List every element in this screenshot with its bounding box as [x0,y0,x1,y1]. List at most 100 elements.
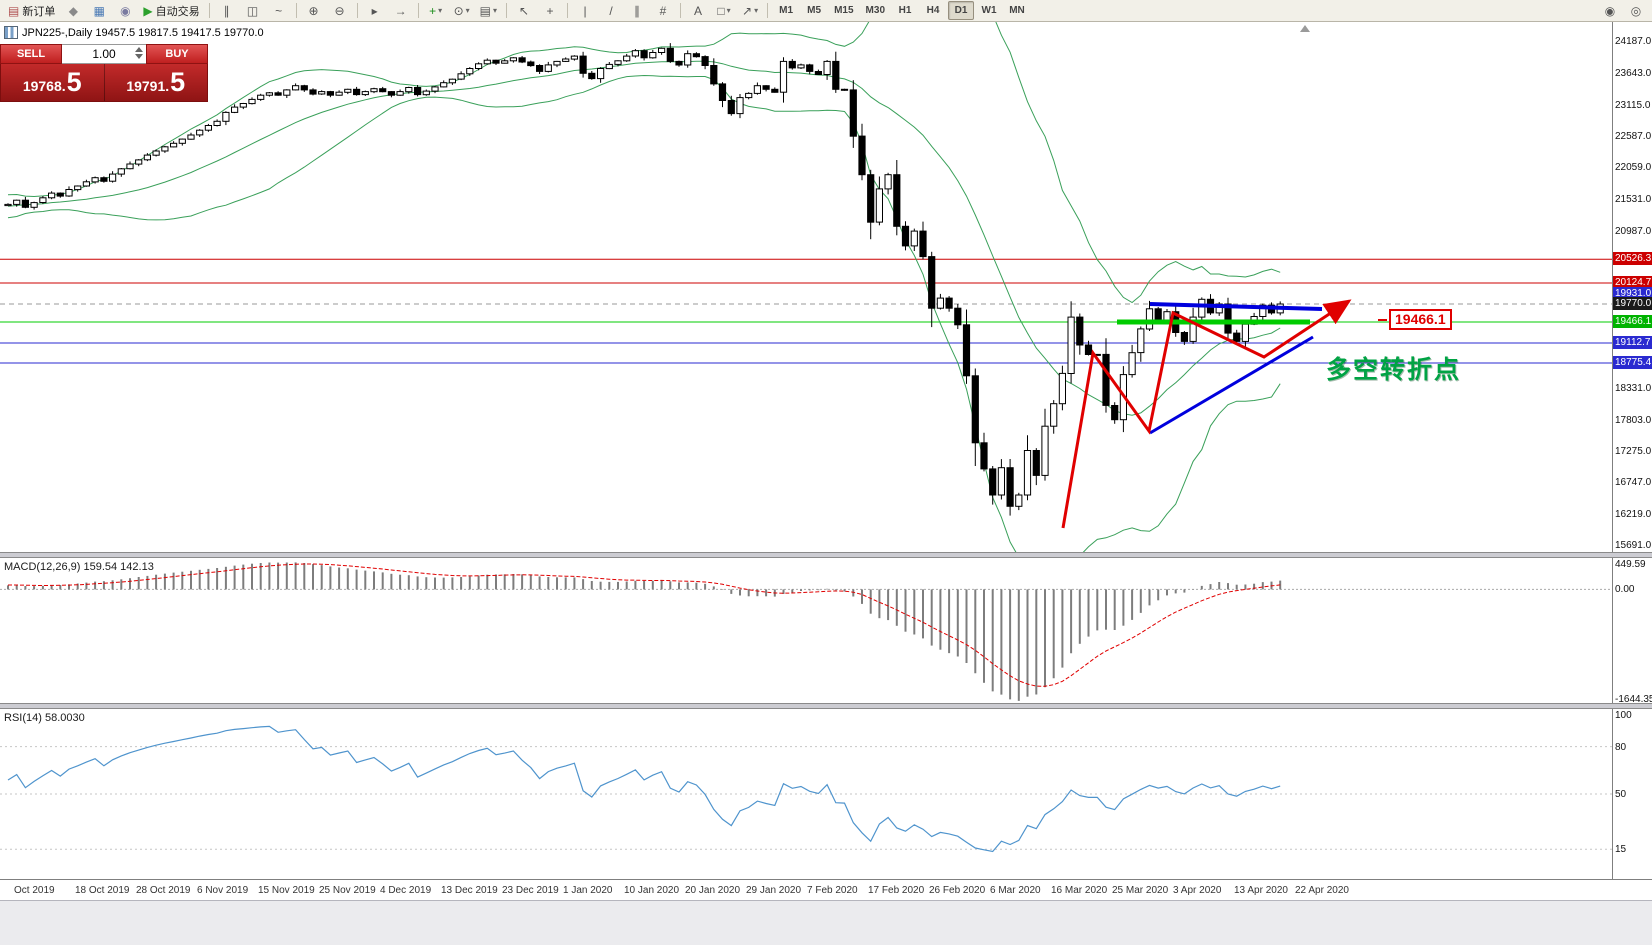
zoom-in-icon: ⊕ [308,3,319,18]
timeframe-m1[interactable]: M1 [779,5,794,16]
alerts-icon: ◉ [1604,3,1616,18]
timeframe-m5[interactable]: M5 [807,5,822,16]
indicators-button[interactable]: + ▾ [424,1,448,20]
price-callout-value: 19466.1 [1389,309,1452,330]
date-label: 29 Jan 2020 [746,885,802,896]
chart-shift-icon: → [394,3,407,18]
auto-scroll-button[interactable]: ▸ [363,1,387,20]
toolbar-separator [506,3,508,18]
macd-tick: 0.00 [1615,584,1635,595]
text-tool-button[interactable]: A [686,1,710,20]
price-level-label: 19931.0 [1613,287,1652,300]
vertical-line-button[interactable]: | [573,1,597,20]
mailbox-icon: ◎ [1630,3,1642,18]
price-tick: 23643.0 [1615,68,1652,79]
toolbar: ▤ 新订单 ◆ ▦ ◉ ▶ 自动交易 ∥ ◫ ~ ⊕ ⊖ ▸ → + ▾ ⊙ ▾ ▤ ▾ ↖ + | / ∥ # A □ ▾ ↗ ▾ M1 M5… [0,0,1652,22]
sell-price[interactable]: 19768. 5 [1,64,104,101]
timeframe-m30[interactable]: M30 [865,5,885,16]
date-label: 15 Nov 2019 [258,885,315,896]
macd-tick: 449.59 [1615,559,1646,570]
price-level-label: 19466.1 [1613,315,1652,328]
bar-chart-button[interactable]: ∥ [215,1,239,20]
chart-title: JPN225-,Daily 19457.5 19817.5 19417.5 19… [4,26,264,39]
timeframe-h4[interactable]: H4 [926,5,940,16]
timeframe-mn[interactable]: MN [1009,5,1025,16]
alerts-button[interactable]: ◉ [1598,1,1622,20]
toolbar-separator [208,3,210,18]
new-order-icon: ▤ [8,3,20,18]
channel-icon: ∥ [634,3,641,18]
line-chart-button[interactable]: ~ [267,1,291,20]
date-label: 6 Nov 2019 [197,885,249,896]
chart-shift-button[interactable]: → [389,1,413,20]
chevron-down-icon: ▾ [465,6,470,15]
templates-button[interactable]: ▤ ▾ [476,1,501,20]
price-level-label: 19770.0 [1613,297,1652,310]
volume-spinner[interactable] [135,47,143,59]
price-chart-canvas[interactable] [0,22,1612,552]
timeframe-m15[interactable]: M15 [834,5,854,16]
crosshair-button[interactable]: + [538,1,562,20]
macd-panel[interactable]: 449.59 0.00 -1644.35 MACD(12,26,9) 159.54 … [0,558,1652,703]
periods-button[interactable]: ⊙ ▾ [450,1,474,20]
market-watch-button[interactable]: ▦ [87,1,111,20]
shapes-button[interactable]: □ ▾ [712,1,736,20]
date-label: 17 Feb 2020 [868,885,925,896]
trendline-icon: / [609,3,613,18]
channel-button[interactable]: ∥ [625,1,649,20]
price-tick: 22587.0 [1615,131,1652,142]
date-label: 13 Apr 2020 [1234,885,1288,896]
rsi-tick: 50 [1615,789,1627,800]
cursor-button[interactable]: ↖ [512,1,536,20]
chevron-down-icon: ▾ [754,6,759,15]
panel-separator[interactable] [0,552,1652,558]
panel-separator[interactable] [0,703,1652,709]
rsi-panel[interactable]: 100 80 50 15 RSI(14) 58.0030 [0,709,1652,879]
indicators-icon: + [429,3,437,18]
buy-button[interactable]: BUY [146,44,208,64]
rsi-tick: 15 [1615,844,1627,855]
sell-button[interactable]: SELL [0,44,62,64]
price-tick: 17803.0 [1615,415,1652,426]
volume-up-icon[interactable] [135,47,143,52]
vertical-line-icon: | [583,3,587,18]
price-level-label: 19112.7 [1613,336,1652,349]
arrows-button[interactable]: ↗ ▾ [738,1,762,20]
zoom-out-button[interactable]: ⊖ [328,1,352,20]
main-chart-panel[interactable]: 24187.0 23643.0 23115.0 22587.0 22059.0 21531… [0,22,1652,552]
buy-price[interactable]: 19791. 5 [103,64,208,101]
volume-down-icon[interactable] [135,54,143,59]
date-label: 23 Dec 2019 [502,885,559,896]
auto-trading-button[interactable]: ▶ 自动交易 [139,1,203,20]
navigator-icon: ◉ [120,3,131,18]
one-click-trading-panel: SELL 1.00 BUY 19768. 5 19791. 5 [0,44,208,102]
trendline-button[interactable]: / [599,1,623,20]
toolbar-separator [680,3,682,18]
timeframe-d1[interactable]: D1 [948,1,974,20]
date-label: 22 Apr 2020 [1295,885,1349,896]
new-order-button[interactable]: ▤ 新订单 [4,1,59,20]
price-callout-tick [1378,318,1387,321]
mailbox-button[interactable]: ◎ [1624,1,1648,20]
crosshair-icon: + [546,3,554,18]
layout-button[interactable]: ◆ [61,1,85,20]
candlestick-chart-button[interactable]: ◫ [241,1,265,20]
timeframe-w1[interactable]: W1 [981,5,997,16]
toolbar-separator [295,3,297,18]
navigator-button[interactable]: ◉ [113,1,137,20]
date-label: 18 Oct 2019 [75,885,130,896]
price-tick: 16747.0 [1615,477,1652,488]
timeframe-h1[interactable]: H1 [898,5,912,16]
price-tick: 20987.0 [1615,226,1652,237]
date-label: 25 Mar 2020 [1112,885,1169,896]
buy-price-main: 19791. [126,78,170,94]
macd-tick: -1644.35 [1615,694,1652,703]
volume-input[interactable]: 1.00 [62,44,146,64]
price-tick: 22059.0 [1615,162,1652,173]
fibonacci-button[interactable]: # [651,1,675,20]
zoom-in-button[interactable]: ⊕ [302,1,326,20]
templates-icon: ▤ [479,3,491,18]
date-label: 6 Mar 2020 [990,885,1041,896]
sell-price-main: 19768. [22,78,66,94]
